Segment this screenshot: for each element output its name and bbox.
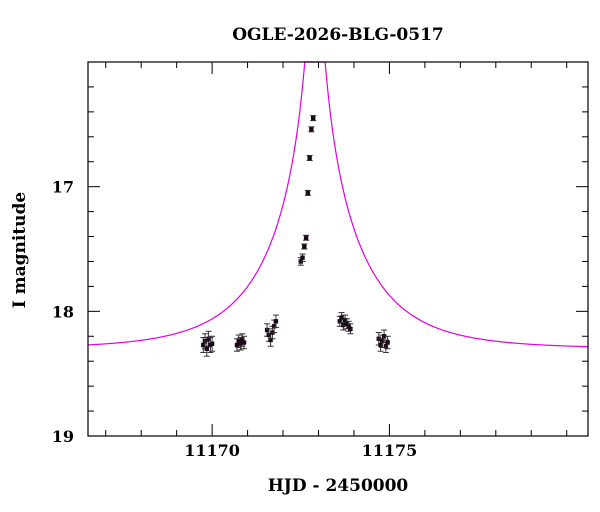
data-marker xyxy=(380,339,385,344)
data-marker xyxy=(204,346,209,351)
data-points xyxy=(200,115,391,357)
data-marker xyxy=(300,255,305,260)
data-marker xyxy=(385,340,390,345)
data-marker xyxy=(342,317,348,323)
data-marker xyxy=(240,337,245,343)
data-marker xyxy=(305,190,311,196)
model-curve xyxy=(87,61,589,348)
data-point xyxy=(241,335,248,350)
data-marker xyxy=(344,321,350,326)
x-tick-label: 11170 xyxy=(184,441,240,460)
data-marker xyxy=(266,332,272,338)
data-marker xyxy=(264,327,270,333)
data-marker xyxy=(383,344,389,349)
data-marker xyxy=(209,341,215,346)
data-point xyxy=(306,155,313,161)
data-marker xyxy=(309,127,314,132)
data-marker xyxy=(302,244,307,249)
data-marker xyxy=(234,342,240,348)
data-marker xyxy=(378,342,383,348)
y-tick-label: 19 xyxy=(52,427,74,446)
data-marker xyxy=(201,342,206,348)
axis-ticks xyxy=(88,62,588,437)
data-marker xyxy=(241,340,247,345)
data-point xyxy=(308,126,315,133)
y-axis-label: I magnitude xyxy=(10,192,30,309)
plot-frame xyxy=(87,61,589,437)
chart-title: OGLE-2026-BLG-0517 xyxy=(232,25,444,45)
data-point xyxy=(310,115,317,122)
data-marker xyxy=(381,334,387,339)
data-point xyxy=(303,234,310,241)
data-marker xyxy=(273,319,279,324)
data-marker xyxy=(271,324,277,329)
data-marker xyxy=(236,339,241,344)
data-marker xyxy=(206,336,211,341)
data-marker xyxy=(310,115,316,121)
data-point xyxy=(209,335,216,352)
tick-labels: 11170 11175 17 18 19 xyxy=(52,178,418,460)
data-point xyxy=(299,253,306,262)
data-marker xyxy=(238,341,243,346)
data-marker xyxy=(303,235,309,240)
data-marker xyxy=(348,326,353,331)
data-point xyxy=(347,323,354,335)
data-marker xyxy=(268,337,273,343)
data-point xyxy=(384,335,391,350)
data-point xyxy=(301,243,308,250)
x-axis-label: HJD - 2450000 xyxy=(268,476,409,496)
x-tick-label: 11175 xyxy=(362,441,418,460)
data-marker xyxy=(339,315,344,320)
data-point xyxy=(272,314,279,329)
y-tick-label: 18 xyxy=(52,302,74,321)
y-tick-label: 17 xyxy=(52,178,74,197)
data-point xyxy=(304,189,311,196)
data-marker xyxy=(346,324,351,329)
data-marker xyxy=(307,155,312,161)
data-marker xyxy=(337,319,342,324)
